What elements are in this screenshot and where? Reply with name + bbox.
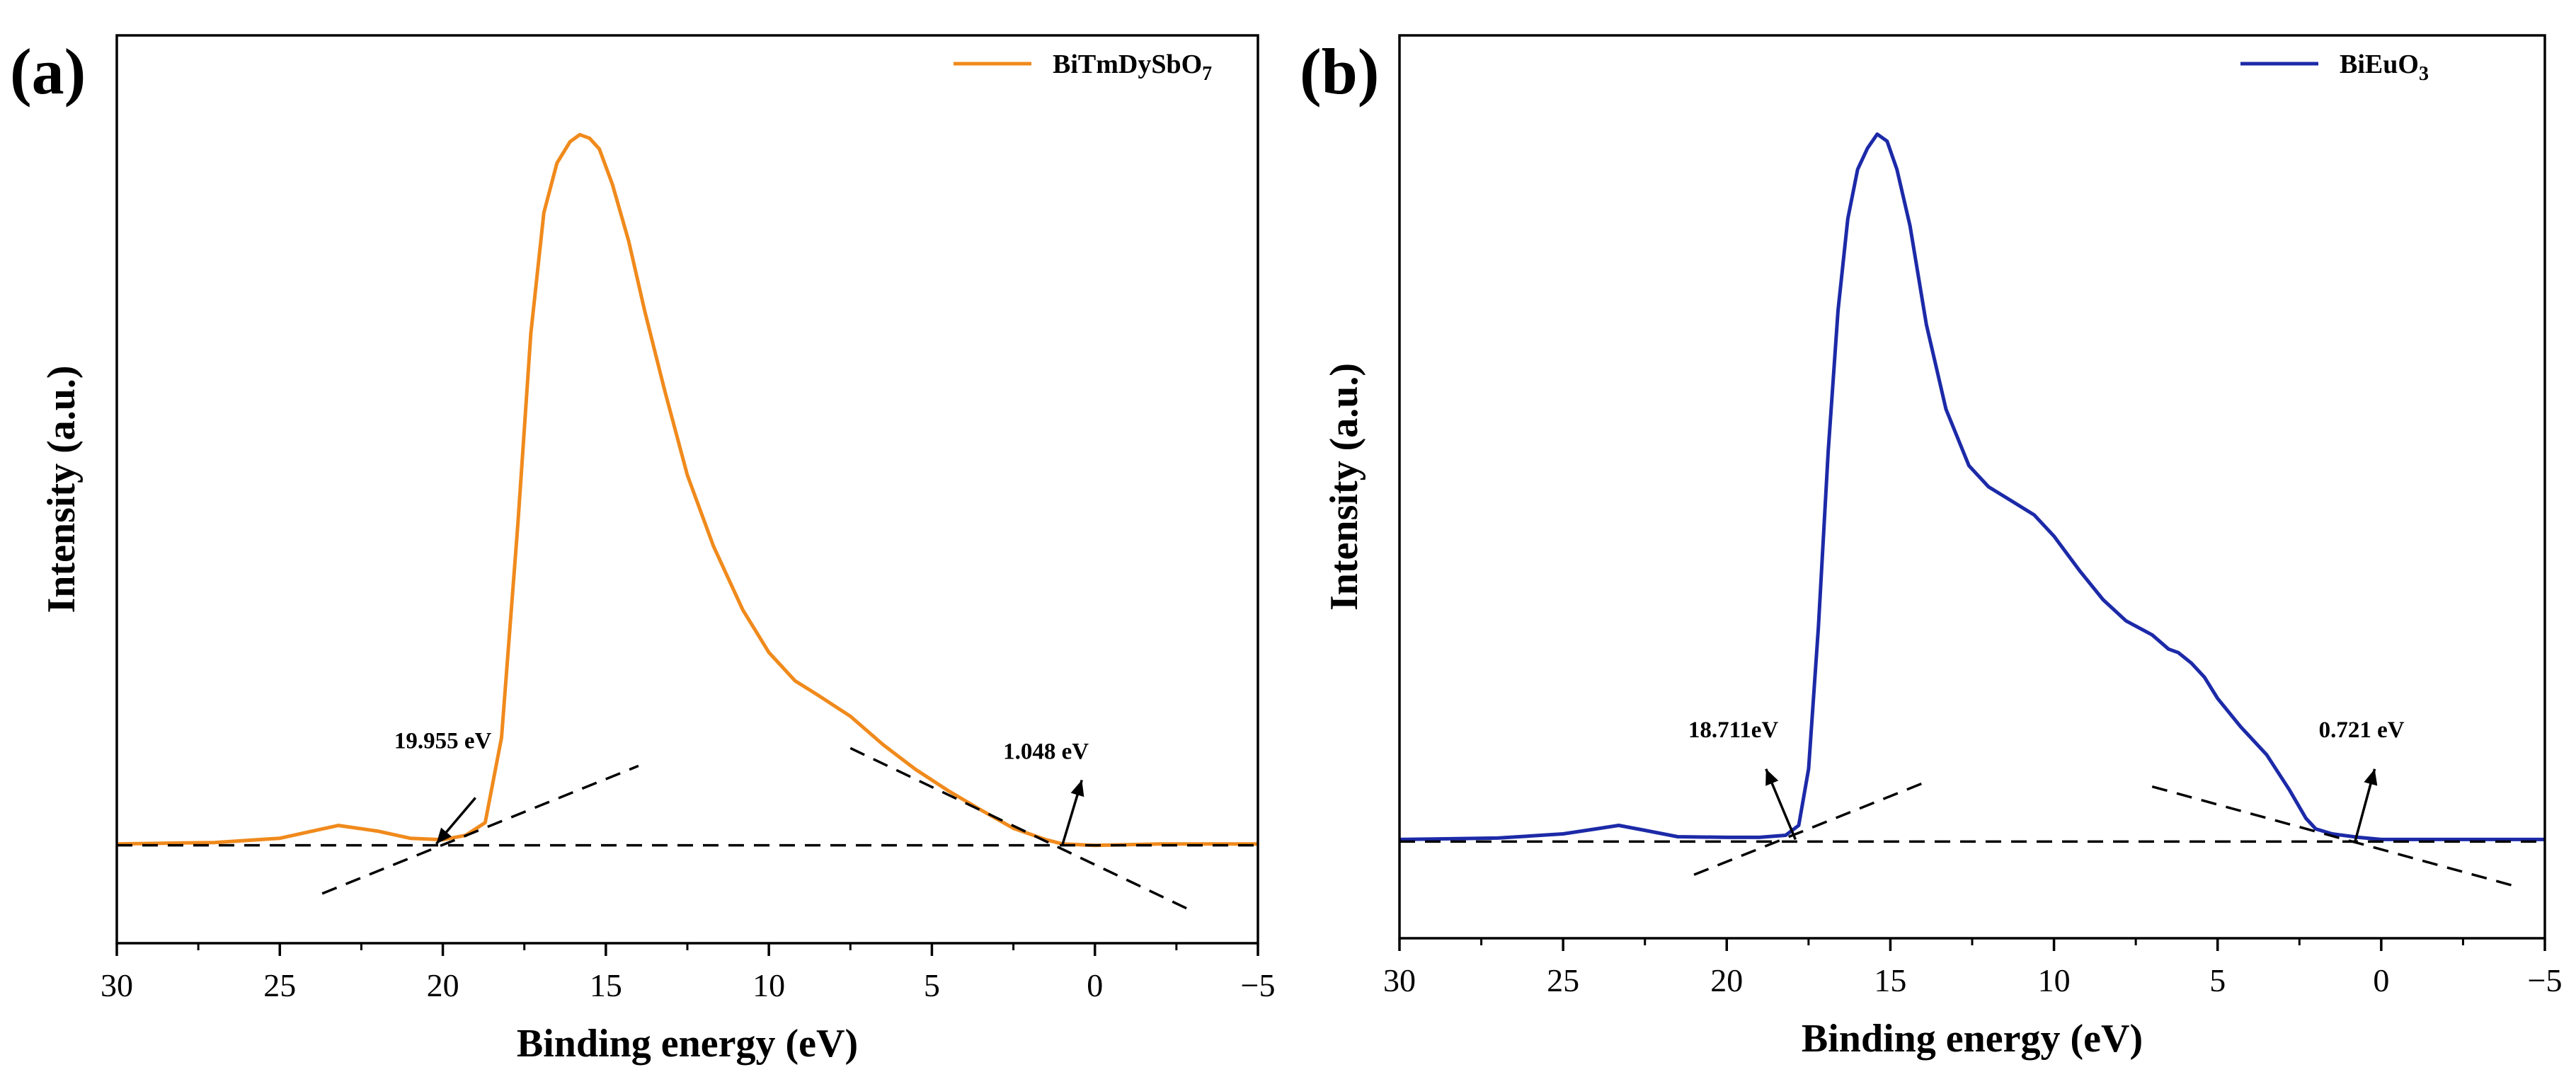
x-tick-label: 5: [2209, 962, 2226, 998]
legend-a: BiTmDySbO7: [954, 50, 1212, 85]
x-tick-label: 20: [1710, 962, 1743, 998]
annotation-label: 18.711eV: [1688, 717, 1779, 743]
panel-a: 30 25 20 15 10 5 0 −5 19.955 eV 1.048 eV (a) BiT…: [10, 34, 1275, 1066]
x-tick-label: 10: [752, 967, 785, 1003]
legend-sub-b: 3: [2419, 63, 2429, 85]
tangent-lines-b: [1399, 782, 2545, 887]
tangent-line: [2151, 785, 2513, 887]
annotations-b: 18.711eV 0.721 eV: [1688, 717, 2405, 842]
spectrum-curve-a: [116, 132, 1258, 848]
x-tick-label: 30: [101, 967, 133, 1003]
annotation-arrowhead: [1765, 768, 1779, 786]
x-tick-label: −5: [2528, 962, 2563, 998]
plot-frame-a: [115, 34, 1259, 945]
panel-b: 30 25 20 15 10 5 0 −5 18.711eV 0.721 eV (b) BiEu…: [1300, 34, 2562, 1061]
legend-sub-a: 7: [1202, 63, 1212, 85]
x-tick-label: 25: [263, 967, 296, 1003]
x-axis-title-b: Binding energy (eV): [1802, 1017, 2143, 1061]
tangent-lines-a: [117, 746, 1258, 913]
tangent-line: [849, 746, 1193, 913]
legend-main-b: BiEuO: [2340, 50, 2419, 79]
x-tick-label: 10: [2038, 962, 2071, 998]
panel-label-a: (a): [10, 35, 86, 108]
annotation-label: 1.048 eV: [1003, 739, 1089, 764]
legend-label-a: BiTmDySbO7: [1053, 50, 1212, 85]
annotation-arrowhead: [436, 827, 452, 844]
tangent-line: [1693, 782, 1924, 876]
x-tick-label: 5: [924, 967, 940, 1003]
y-axis-title-b: Intensity (a.u.): [1322, 363, 1366, 611]
spectrum-curve-b: [1399, 132, 2545, 841]
x-axis-title-a: Binding energy (eV): [517, 1022, 858, 1066]
tangent-line: [321, 764, 639, 895]
x-axis-ticks: 30 25 20 15 10 5 0 −5: [1383, 938, 2562, 998]
annotation-arrowhead: [1070, 780, 1084, 797]
panel-label-b: (b): [1300, 35, 1379, 108]
x-tick-label: 25: [1547, 962, 1579, 998]
x-axis-ticks: 30 25 20 15 10 5 0 −5: [101, 943, 1275, 1003]
legend-main-a: BiTmDySbO: [1053, 50, 1202, 79]
x-tick-label: 30: [1383, 962, 1416, 998]
x-tick-label: 0: [2373, 962, 2389, 998]
plot-frame-b: [1398, 34, 2546, 940]
y-axis-title-a: Intensity (a.u.): [40, 365, 84, 613]
annotation-arrowhead: [2364, 768, 2378, 786]
legend-b: BiEuO3: [2240, 50, 2429, 85]
legend-label-b: BiEuO3: [2340, 50, 2429, 85]
x-tick-label: 20: [427, 967, 459, 1003]
x-tick-label: 0: [1087, 967, 1103, 1003]
x-tick-label: 15: [1874, 962, 1906, 998]
x-tick-label: 15: [590, 967, 622, 1003]
annotations-a: 19.955 eV 1.048 eV: [394, 728, 1089, 846]
annotation-label: 0.721 eV: [2319, 717, 2405, 743]
annotation-label: 19.955 eV: [394, 728, 492, 754]
x-tick-label: −5: [1241, 967, 1276, 1003]
